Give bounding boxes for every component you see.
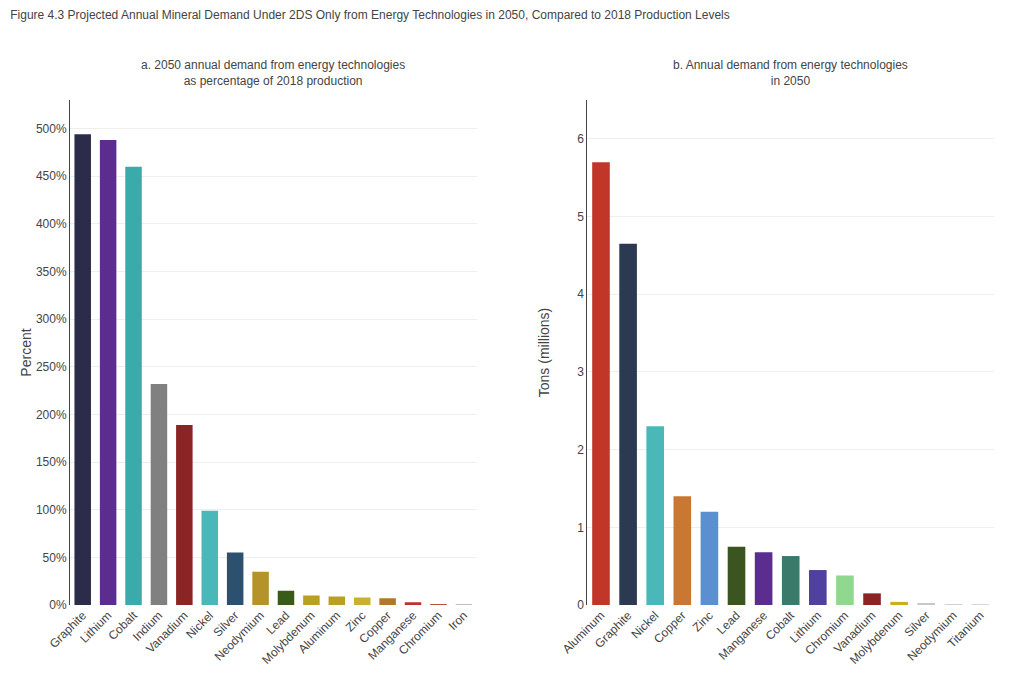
svg-text:200%: 200% xyxy=(36,408,67,422)
svg-text:Chromium: Chromium xyxy=(802,608,851,657)
svg-text:300%: 300% xyxy=(36,312,67,326)
svg-text:Lead: Lead xyxy=(264,608,293,637)
svg-text:Molybdenum: Molybdenum xyxy=(847,608,905,666)
svg-text:Figure 4.3 Projected Annual Mi: Figure 4.3 Projected Annual Mineral Dema… xyxy=(10,8,730,22)
svg-text:Tons (millions): Tons (millions) xyxy=(536,308,552,397)
svg-text:400%: 400% xyxy=(36,217,67,231)
svg-text:b. Annual demand from energy t: b. Annual demand from energy technologie… xyxy=(673,58,908,88)
svg-text:Molybdenum: Molybdenum xyxy=(259,608,317,666)
svg-text:a. 2050 annual demand from ene: a. 2050 annual demand from energy techno… xyxy=(141,58,405,88)
svg-text:0%: 0% xyxy=(49,598,67,612)
svg-text:Lithium: Lithium xyxy=(787,608,824,645)
svg-text:Lead: Lead xyxy=(714,608,743,637)
svg-text:450%: 450% xyxy=(36,169,67,183)
svg-text:Percent: Percent xyxy=(18,328,34,376)
svg-text:0: 0 xyxy=(577,598,584,612)
svg-text:Silver: Silver xyxy=(901,608,932,639)
svg-text:Zinc: Zinc xyxy=(690,608,716,634)
svg-text:4: 4 xyxy=(577,287,584,301)
svg-text:Cobalt: Cobalt xyxy=(763,608,798,643)
svg-text:50%: 50% xyxy=(43,551,67,565)
svg-text:2: 2 xyxy=(577,443,584,457)
svg-text:6: 6 xyxy=(577,132,584,146)
svg-text:Nickel: Nickel xyxy=(629,608,662,641)
svg-text:Chromium: Chromium xyxy=(396,608,445,657)
svg-text:Manganese: Manganese xyxy=(716,608,770,662)
svg-text:100%: 100% xyxy=(36,503,67,517)
svg-text:Iron: Iron xyxy=(446,608,471,633)
svg-text:Copper: Copper xyxy=(651,608,689,646)
svg-text:Titanium: Titanium xyxy=(945,608,987,650)
svg-text:Vanadium: Vanadium xyxy=(831,608,878,655)
svg-text:500%: 500% xyxy=(36,122,67,136)
svg-text:Graphite: Graphite xyxy=(592,608,635,651)
svg-text:250%: 250% xyxy=(36,360,67,374)
svg-text:Copper: Copper xyxy=(356,608,394,646)
svg-text:1: 1 xyxy=(577,521,584,535)
svg-text:Aluminum: Aluminum xyxy=(296,608,344,656)
svg-text:Indium: Indium xyxy=(130,608,165,643)
svg-text:Neodymium: Neodymium xyxy=(905,608,960,663)
svg-text:3: 3 xyxy=(577,365,584,379)
svg-text:Lithium: Lithium xyxy=(77,608,114,645)
svg-text:Aluminum: Aluminum xyxy=(560,608,608,656)
svg-text:Vanadium: Vanadium xyxy=(143,608,190,655)
svg-text:350%: 350% xyxy=(36,265,67,279)
svg-text:Cobalt: Cobalt xyxy=(105,608,140,643)
svg-text:Manganese: Manganese xyxy=(365,608,419,662)
svg-text:5: 5 xyxy=(577,210,584,224)
svg-text:Graphite: Graphite xyxy=(47,608,90,651)
svg-text:Nickel: Nickel xyxy=(183,608,216,641)
svg-text:150%: 150% xyxy=(36,455,67,469)
svg-text:Silver: Silver xyxy=(210,608,241,639)
svg-text:Neodymium: Neodymium xyxy=(212,608,267,663)
svg-text:Zinc: Zinc xyxy=(343,608,369,634)
